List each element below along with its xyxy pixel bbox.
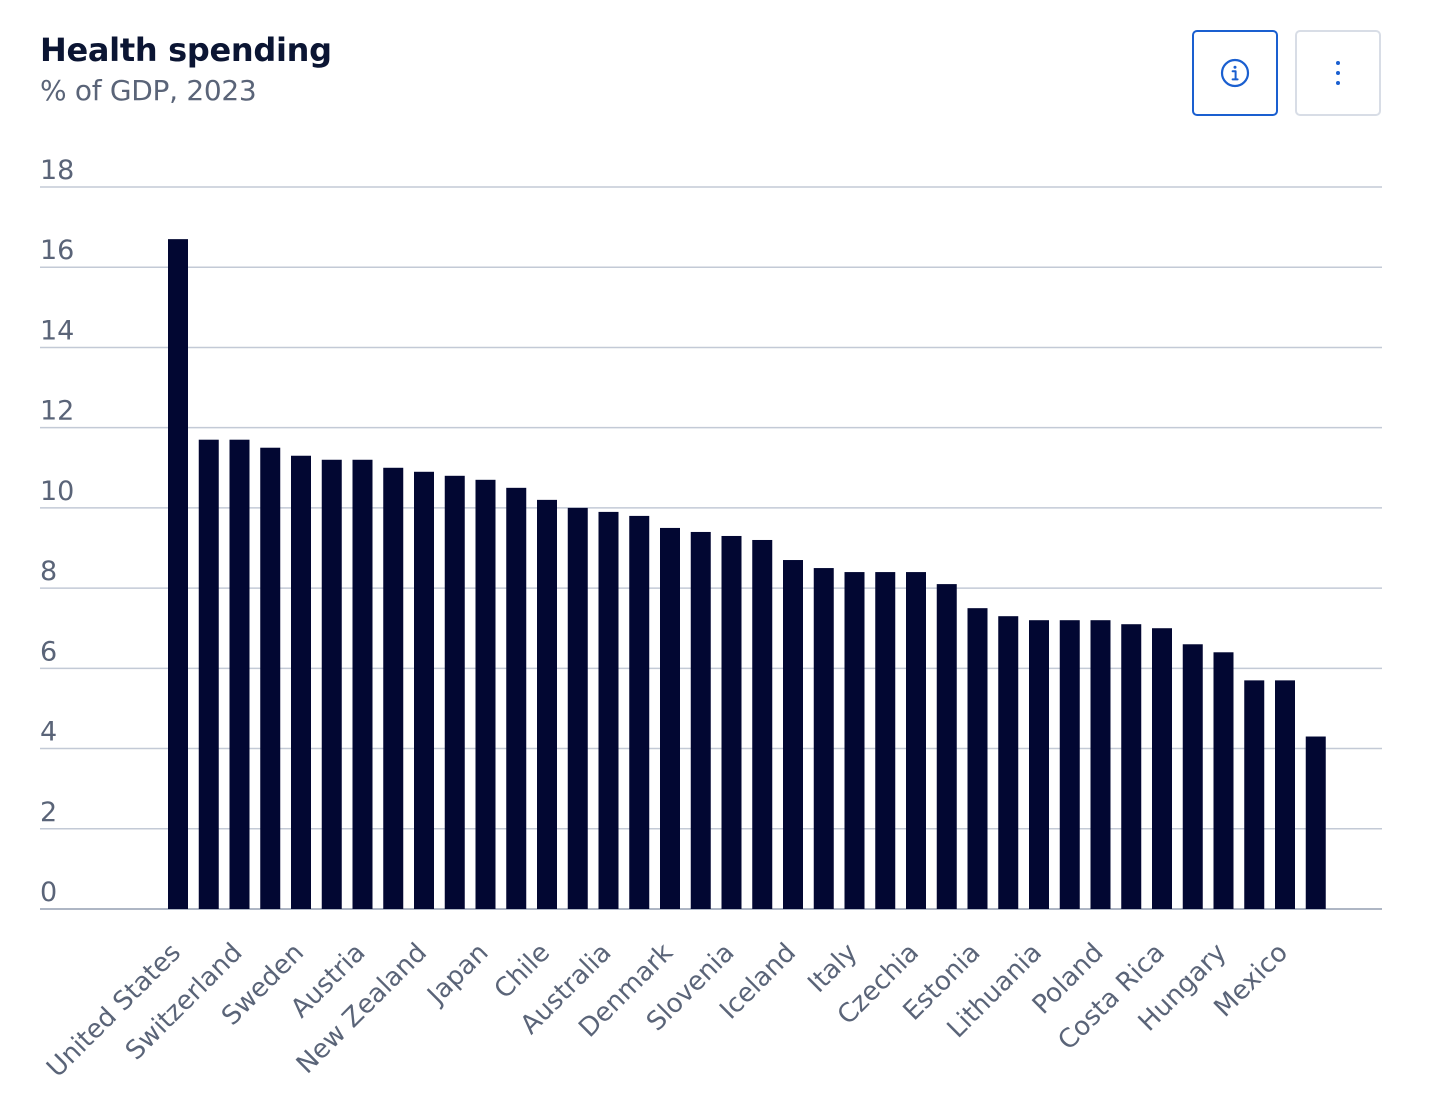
bar[interactable]: [629, 515, 650, 909]
bar[interactable]: [752, 539, 773, 909]
bar[interactable]: [229, 439, 250, 909]
more-options-button[interactable]: [1295, 30, 1381, 116]
bar[interactable]: [506, 487, 527, 909]
bar[interactable]: [567, 507, 588, 909]
bar[interactable]: [721, 535, 742, 909]
bar[interactable]: [875, 572, 896, 909]
vertical-ellipsis-icon: [1336, 61, 1340, 85]
bar[interactable]: [1029, 620, 1049, 909]
bar[interactable]: [1121, 624, 1142, 909]
chart-header: Health spending % of GDP, 2023: [40, 28, 332, 110]
bar[interactable]: [660, 527, 680, 909]
bar[interactable]: [475, 479, 496, 909]
bar[interactable]: [1090, 620, 1111, 909]
bar[interactable]: [998, 616, 1019, 909]
y-axis-tick-labels: 0 2 4 6 8 10 12 14 16 18: [40, 155, 74, 908]
y-tick-label: 12: [40, 396, 74, 427]
info-button[interactable]: [1192, 30, 1278, 116]
x-axis-tick-labels: United StatesSwitzerlandSwedenAustriaNew…: [41, 938, 1294, 1084]
y-tick-label: 10: [40, 476, 74, 507]
bar[interactable]: [1182, 644, 1203, 909]
bar[interactable]: [321, 459, 342, 909]
y-tick-label: 14: [40, 315, 74, 346]
bar[interactable]: [598, 511, 619, 909]
bar[interactable]: [168, 239, 188, 909]
chart-subtitle: % of GDP, 2023: [40, 74, 257, 107]
bar[interactable]: [936, 584, 957, 909]
bar[interactable]: [967, 608, 988, 909]
bar[interactable]: [690, 531, 711, 909]
bar[interactable]: [383, 467, 404, 909]
bar[interactable]: [537, 499, 557, 909]
bar[interactable]: [352, 459, 373, 909]
y-tick-label: 16: [40, 235, 74, 266]
y-tick-label: 8: [40, 556, 57, 587]
bar[interactable]: [783, 560, 803, 909]
bar[interactable]: [813, 568, 834, 909]
bar[interactable]: [291, 455, 311, 909]
bar[interactable]: [1244, 680, 1265, 909]
bar[interactable]: [1305, 736, 1326, 909]
x-tick-label: Japan: [421, 938, 495, 1012]
bars: [168, 239, 1326, 909]
bar[interactable]: [1152, 628, 1172, 909]
bar[interactable]: [906, 572, 926, 909]
y-tick-label: 18: [40, 155, 74, 186]
bar[interactable]: [444, 475, 465, 909]
y-tick-label: 6: [40, 636, 57, 667]
bar[interactable]: [260, 447, 281, 909]
y-tick-label: 2: [40, 797, 57, 828]
y-tick-label: 4: [40, 717, 57, 748]
bar[interactable]: [1213, 652, 1234, 909]
bar[interactable]: [844, 572, 865, 909]
bar[interactable]: [1275, 680, 1295, 909]
bar[interactable]: [414, 471, 434, 909]
chart-title: Health spending: [40, 31, 332, 69]
info-circle-icon: [1220, 58, 1250, 88]
bar[interactable]: [198, 439, 219, 909]
bar[interactable]: [1059, 620, 1080, 909]
y-tick-label: 0: [40, 877, 57, 908]
